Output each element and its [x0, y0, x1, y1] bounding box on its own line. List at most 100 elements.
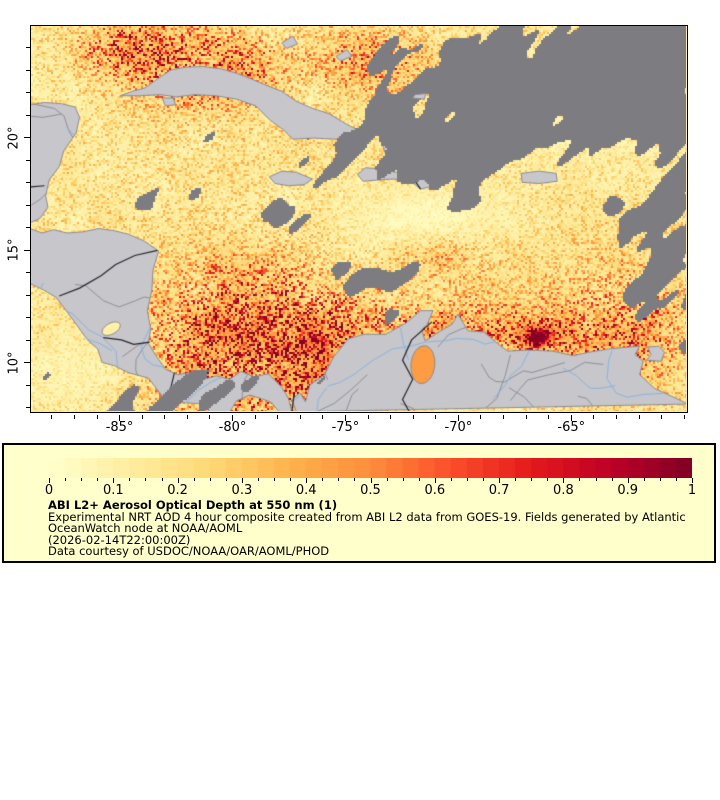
x-tick — [570, 414, 572, 421]
colorbar-tick — [354, 478, 356, 481]
y-tick — [26, 69, 30, 71]
legend-desc-line-1: Experimental NRT AOD 4 hour composite cr… — [48, 509, 686, 524]
y-tick — [26, 317, 30, 319]
x-tick — [593, 414, 595, 419]
x-tick — [503, 414, 505, 419]
colorbar-tick — [370, 478, 372, 483]
x-tick — [119, 414, 121, 421]
legend-timestamp: (2026-02-14T22:00:00Z) — [48, 532, 191, 547]
colorbar-tick — [611, 478, 613, 481]
colorbar-tick-label: 0.6 — [424, 483, 446, 498]
y-tick-label: 10° — [6, 351, 22, 375]
x-tick — [683, 414, 685, 419]
colorbar-tick — [193, 478, 195, 481]
aod-map-canvas — [31, 26, 686, 411]
x-tick — [209, 414, 211, 419]
colorbar-tick-label: 0.5 — [360, 483, 381, 498]
x-tick — [277, 414, 279, 419]
colorbar-tick — [49, 478, 50, 483]
colorbar-tick — [402, 478, 404, 481]
x-tick — [615, 414, 617, 419]
y-tick — [26, 182, 30, 184]
y-tick — [26, 204, 30, 206]
x-tick-label: -65° — [557, 420, 586, 435]
colorbar-tick — [290, 478, 292, 481]
y-tick — [26, 114, 30, 116]
colorbar-tick — [627, 478, 629, 483]
colorbar-tick — [547, 478, 549, 481]
colorbar-tick — [257, 478, 259, 481]
colorbar-tick — [241, 478, 243, 483]
colorbar-tick — [177, 478, 179, 483]
y-tick — [24, 137, 30, 139]
colorbar-tick — [338, 478, 340, 481]
x-tick — [457, 414, 459, 421]
x-tick-label: -75° — [331, 420, 360, 435]
y-tick — [26, 407, 30, 409]
x-tick — [412, 414, 414, 419]
y-tick-label: 15° — [6, 238, 22, 262]
legend-box: 0 0.1 0.2 0.3 0.4 0.5 0.6 0.7 0.8 0.9 1 ABI L2+ Ae… — [2, 443, 716, 563]
x-tick-label: -70° — [444, 420, 473, 435]
colorbar-tick — [483, 478, 485, 481]
colorbar-tick-label: 0.9 — [617, 483, 639, 498]
legend-desc-line-2: OceanWatch node at NOAA/AOML — [48, 521, 243, 535]
x-tick — [548, 414, 550, 419]
colorbar-tick — [129, 478, 131, 481]
colorbar-tick — [161, 478, 163, 481]
colorbar-tick — [692, 478, 693, 483]
x-tick — [367, 414, 369, 419]
colorbar-tick — [643, 478, 645, 481]
colorbar-tick — [531, 478, 533, 481]
x-tick-label: -80° — [218, 420, 247, 435]
y-tick — [24, 362, 30, 364]
x-tick — [525, 414, 527, 419]
colorbar-tick — [675, 478, 677, 481]
x-tick — [344, 414, 346, 421]
colorbar-tick-label: 0.3 — [231, 483, 253, 498]
colorbar-tick — [145, 478, 147, 481]
y-tick — [24, 249, 30, 251]
colorbar-tick — [563, 478, 565, 483]
colorbar-tick — [81, 478, 83, 481]
y-tick — [26, 47, 30, 49]
y-tick — [26, 272, 30, 274]
x-tick — [299, 414, 301, 419]
x-tick — [232, 414, 234, 421]
colorbar-tick — [65, 478, 67, 481]
colorbar-tick — [450, 478, 452, 481]
colorbar-tick — [659, 478, 661, 481]
x-tick — [164, 414, 166, 419]
y-tick-label: 20° — [6, 126, 22, 150]
colorbar-tick — [595, 478, 597, 481]
y-tick — [26, 159, 30, 161]
colorbar-tick — [434, 478, 436, 483]
colorbar-tick — [306, 478, 308, 483]
x-tick-label: -85° — [105, 420, 134, 435]
legend-courtesy: Data courtesy of USDOC/NOAA/OAR/AOML/PHO… — [48, 544, 330, 558]
colorbar-tick — [113, 478, 115, 483]
colorbar-tick — [515, 478, 517, 481]
colorbar-tick-label: 0.7 — [488, 483, 510, 498]
x-tick — [73, 414, 75, 419]
colorbar — [49, 458, 692, 478]
x-tick — [322, 414, 324, 419]
colorbar-tick-label: 0.2 — [167, 483, 188, 498]
x-tick — [51, 414, 53, 419]
x-tick — [186, 414, 188, 419]
colorbar-tick — [466, 478, 468, 481]
map-frame — [30, 25, 688, 413]
colorbar-tick-label: 1 — [687, 483, 697, 498]
x-tick — [435, 414, 437, 419]
colorbar-tick-label: 0.4 — [295, 483, 317, 498]
y-tick — [26, 294, 30, 296]
colorbar-tick-label: 0.1 — [102, 483, 124, 498]
x-tick — [141, 414, 143, 419]
legend-title: ABI L2+ Aerosol Optical Depth at 550 nm … — [48, 498, 338, 512]
x-tick — [638, 414, 640, 419]
colorbar-tick — [97, 478, 99, 481]
y-tick — [26, 227, 30, 229]
colorbar-tick-label: 0.8 — [553, 483, 574, 498]
y-tick — [26, 92, 30, 94]
